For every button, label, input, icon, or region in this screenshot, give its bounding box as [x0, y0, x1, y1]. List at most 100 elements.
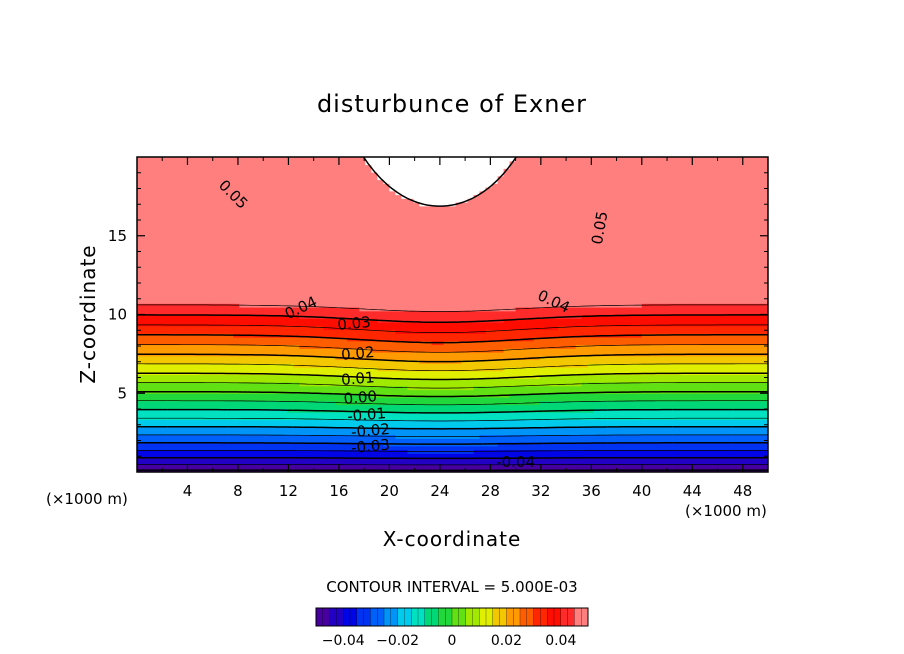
contour-cell	[197, 397, 204, 402]
contour-cell	[167, 408, 174, 413]
contour-cell	[353, 449, 360, 454]
contour-cell	[449, 273, 457, 278]
contour-cell	[185, 460, 192, 466]
contour-cell	[473, 400, 481, 406]
contour-cell	[407, 235, 415, 241]
contour-cell	[371, 430, 378, 436]
contour-cell	[473, 367, 481, 372]
contour-cell	[245, 385, 252, 391]
contour-cell	[455, 164, 463, 169]
contour-cell	[203, 374, 210, 379]
contour-cell	[401, 239, 409, 244]
contour-cell	[155, 348, 162, 353]
contour-cell	[257, 367, 264, 372]
contour-cell	[479, 160, 487, 166]
contour-cell	[197, 292, 204, 297]
contour-cell	[461, 307, 469, 312]
contour-cell	[155, 247, 162, 252]
contour-cell	[185, 157, 192, 162]
contour-cell	[461, 172, 469, 177]
contour-cell	[377, 194, 384, 199]
contour-cell	[263, 284, 270, 289]
contour-cell	[257, 442, 264, 447]
contour-cell	[467, 194, 475, 199]
contour-cell	[257, 325, 264, 331]
contour-cell	[245, 445, 252, 451]
contour-cell	[167, 329, 174, 334]
contour-cell	[395, 292, 403, 297]
contour-cell	[281, 179, 288, 184]
contour-cell	[155, 228, 162, 233]
contour-cell	[143, 172, 150, 177]
contour-cell	[335, 333, 342, 338]
contour-cell	[257, 438, 264, 443]
contour-cell	[413, 337, 421, 342]
contour-cell	[197, 344, 204, 349]
contour-cell	[413, 288, 421, 293]
contour-cell	[329, 269, 336, 274]
contour-cell	[311, 299, 318, 304]
contour-cell	[353, 367, 360, 372]
contour-cell	[317, 434, 324, 439]
contour-cell	[137, 430, 144, 436]
contour-cell	[287, 243, 294, 248]
contour-cell	[239, 367, 246, 372]
contour-cell	[275, 258, 282, 263]
contour-cell	[149, 269, 156, 274]
contour-cell	[365, 273, 372, 278]
contour-cell	[335, 247, 342, 252]
contour-cell	[335, 202, 342, 207]
contour-cell	[419, 269, 427, 274]
contour-cell	[227, 157, 234, 162]
contour-cell	[461, 460, 469, 466]
contour-cell	[137, 228, 144, 233]
contour-cell	[281, 434, 288, 439]
contour-cell	[239, 322, 246, 327]
contour-cell	[299, 179, 306, 184]
contour-cell	[407, 269, 415, 274]
contour-cell	[455, 175, 463, 181]
contour-cell	[227, 224, 234, 229]
contour-cell	[203, 224, 210, 229]
contour-cell	[317, 329, 324, 334]
contour-cell	[299, 299, 306, 304]
contour-cell	[197, 288, 204, 293]
contour-cell	[401, 220, 409, 226]
contour-cell	[263, 179, 270, 184]
contour-cell	[251, 464, 258, 469]
contour-cell	[257, 460, 264, 466]
contour-cell	[461, 382, 469, 387]
contour-cell	[317, 404, 324, 409]
contour-cell	[443, 344, 451, 349]
contour-cell	[323, 344, 330, 349]
contour-cell	[341, 457, 348, 462]
contour-cell	[437, 367, 445, 372]
contour-cell	[371, 457, 378, 462]
contour-cell	[371, 438, 378, 443]
contour-cell	[245, 262, 252, 267]
contour-cell	[479, 284, 487, 289]
contour-cell	[413, 355, 421, 361]
contour-cell	[329, 183, 336, 188]
contour-cell	[401, 254, 409, 259]
contour-cell	[341, 243, 348, 248]
contour-cell	[389, 307, 397, 312]
contour-cell	[407, 172, 415, 177]
contour-cell	[365, 284, 372, 289]
contour-cell	[281, 220, 288, 226]
contour-cell	[431, 198, 439, 203]
contour-cell	[227, 438, 234, 443]
contour-cell	[167, 247, 174, 252]
contour-cell	[245, 224, 252, 229]
contour-cell	[161, 374, 168, 379]
contour-cell	[221, 310, 228, 316]
contour-cell	[209, 329, 216, 334]
contour-cell	[305, 213, 312, 218]
contour-cell	[407, 202, 415, 207]
contour-cell	[407, 262, 415, 267]
contour-cell	[203, 348, 210, 353]
contour-cell	[233, 415, 240, 421]
contour-cell	[179, 160, 186, 166]
contour-cell	[149, 209, 156, 214]
contour-cell	[215, 430, 222, 436]
